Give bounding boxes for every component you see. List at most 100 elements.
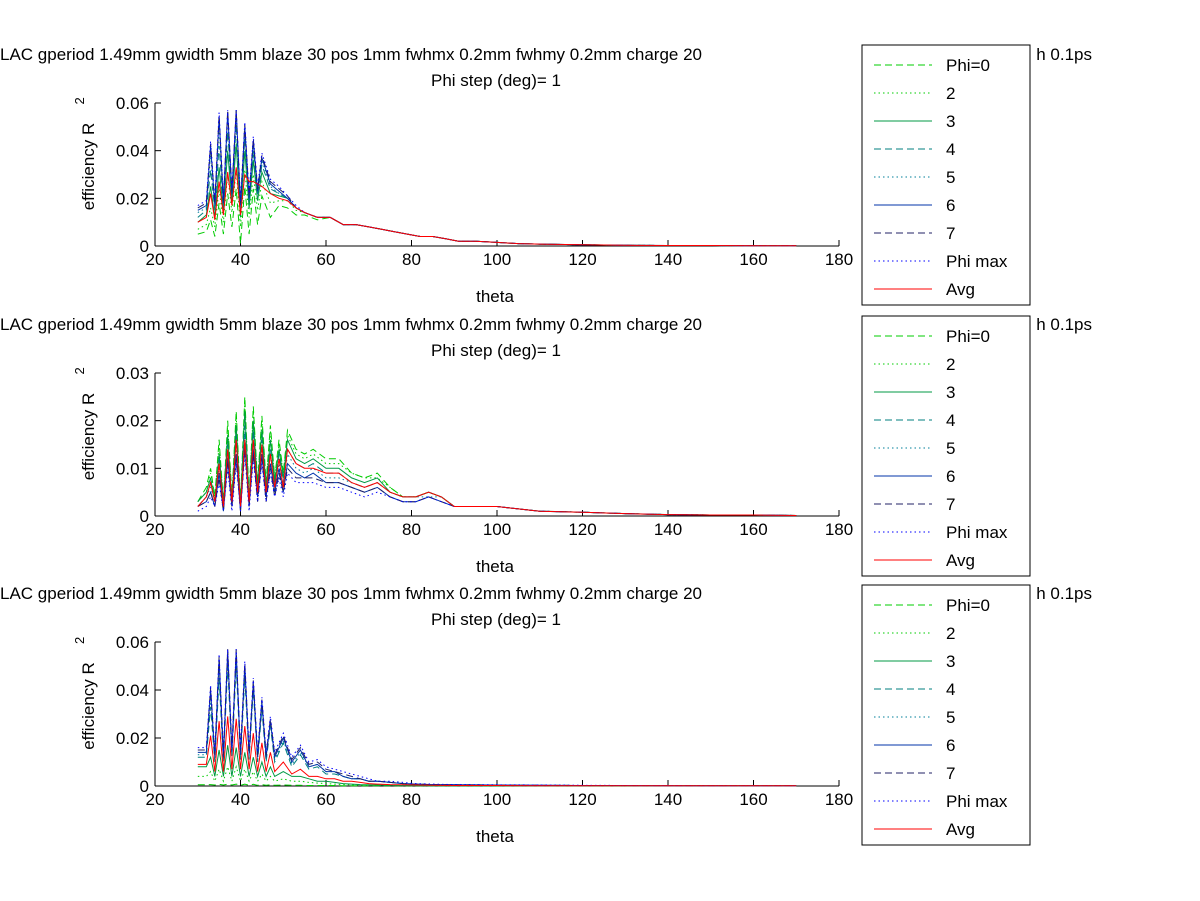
x-tick-label: 100 bbox=[483, 520, 511, 539]
legend-label: Phi=0 bbox=[946, 56, 990, 75]
x-tick-label: 20 bbox=[146, 790, 165, 809]
subplot-1: LAC gperiod 1.49mm gwidth 5mm blaze 30 p… bbox=[0, 44, 1092, 306]
legend-box bbox=[861, 315, 1031, 577]
y-tick-label: 0.03 bbox=[116, 364, 149, 383]
legend-label: 2 bbox=[946, 624, 955, 643]
subplots: LAC gperiod 1.49mm gwidth 5mm blaze 30 p… bbox=[0, 44, 1092, 846]
chart-title: LAC gperiod 1.49mm gwidth 5mm blaze 30 p… bbox=[0, 584, 702, 603]
legend-label: 7 bbox=[946, 764, 955, 783]
x-tick-label: 160 bbox=[739, 520, 767, 539]
y-tick-label: 0.04 bbox=[116, 681, 149, 700]
y-axis-label-superscript: 2 bbox=[72, 367, 87, 374]
legend-label: 2 bbox=[946, 355, 955, 374]
legend-label: 3 bbox=[946, 112, 955, 131]
subplot-2: LAC gperiod 1.49mm gwidth 5mm blaze 30 p… bbox=[0, 315, 1092, 577]
chart-subtitle: Phi step (deg)= 1 bbox=[431, 610, 561, 629]
legend-label: 5 bbox=[946, 168, 955, 187]
y-tick-label: 0.02 bbox=[116, 729, 149, 748]
legend-box bbox=[861, 584, 1031, 846]
y-tick-label: 0.04 bbox=[116, 142, 149, 161]
legend: Phi=0 2 3 4 5 6 7 Phi max Avg bbox=[861, 44, 1031, 306]
y-tick-label: 0.01 bbox=[116, 459, 149, 478]
chart-title-tail: h 0.1ps bbox=[1036, 315, 1092, 334]
legend-box bbox=[861, 44, 1031, 306]
y-tick-label: 0.02 bbox=[116, 412, 149, 431]
x-tick-label: 20 bbox=[146, 520, 165, 539]
chart-subtitle: Phi step (deg)= 1 bbox=[431, 341, 561, 360]
chart-title: LAC gperiod 1.49mm gwidth 5mm blaze 30 p… bbox=[0, 315, 702, 334]
legend-label: 3 bbox=[946, 652, 955, 671]
series-line-avg bbox=[197, 167, 797, 247]
x-tick-label: 80 bbox=[402, 250, 421, 269]
x-tick-label: 60 bbox=[317, 520, 336, 539]
legend: Phi=0 2 3 4 5 6 7 Phi max Avg bbox=[861, 584, 1031, 846]
legend-label: 4 bbox=[946, 411, 955, 430]
legend-label: 3 bbox=[946, 383, 955, 402]
x-tick-label: 180 bbox=[825, 790, 853, 809]
y-axis-label: efficiency R bbox=[79, 123, 98, 211]
chart-title: LAC gperiod 1.49mm gwidth 5mm blaze 30 p… bbox=[0, 45, 702, 64]
x-tick-label: 100 bbox=[483, 250, 511, 269]
y-tick-label: 0.02 bbox=[116, 189, 149, 208]
y-axis-label-superscript: 2 bbox=[72, 97, 87, 104]
x-tick-label: 120 bbox=[568, 790, 596, 809]
x-tick-label: 120 bbox=[568, 250, 596, 269]
x-tick-label: 100 bbox=[483, 790, 511, 809]
chart-title-tail: h 0.1ps bbox=[1036, 584, 1092, 603]
y-axis-label: efficiency R bbox=[79, 393, 98, 481]
legend-label: Avg bbox=[946, 280, 975, 299]
x-tick-label: 40 bbox=[231, 790, 250, 809]
y-tick-label: 0 bbox=[140, 777, 149, 796]
x-axis-label: theta bbox=[476, 827, 514, 846]
y-tick-label: 0.06 bbox=[116, 633, 149, 652]
x-axis-label: theta bbox=[476, 557, 514, 576]
x-tick-label: 160 bbox=[739, 790, 767, 809]
series-line-5 bbox=[197, 656, 797, 787]
chart-title-tail: h 0.1ps bbox=[1036, 45, 1092, 64]
series-line-avg bbox=[197, 716, 797, 787]
legend-label: 5 bbox=[946, 708, 955, 727]
y-tick-label: 0 bbox=[140, 237, 149, 256]
x-tick-label: 60 bbox=[317, 250, 336, 269]
legend-label: 2 bbox=[946, 84, 955, 103]
x-tick-label: 140 bbox=[654, 520, 682, 539]
x-axis-label: theta bbox=[476, 287, 514, 306]
series-line-phi-max bbox=[197, 649, 797, 787]
legend-label: Avg bbox=[946, 551, 975, 570]
x-tick-label: 80 bbox=[402, 520, 421, 539]
legend-label: 6 bbox=[946, 196, 955, 215]
legend-label: Avg bbox=[946, 820, 975, 839]
x-tick-label: 180 bbox=[825, 250, 853, 269]
x-tick-label: 140 bbox=[654, 790, 682, 809]
x-tick-label: 180 bbox=[825, 520, 853, 539]
x-tick-label: 40 bbox=[231, 520, 250, 539]
y-axis-label-superscript: 2 bbox=[72, 637, 87, 644]
series-line-2 bbox=[197, 169, 797, 247]
legend: Phi=0 2 3 4 5 6 7 Phi max Avg bbox=[861, 315, 1031, 577]
legend-label: Phi max bbox=[946, 792, 1008, 811]
legend-label: Phi max bbox=[946, 252, 1008, 271]
y-tick-label: 0.06 bbox=[116, 94, 149, 113]
x-tick-label: 120 bbox=[568, 520, 596, 539]
series-line-7 bbox=[197, 649, 797, 787]
legend-label: 6 bbox=[946, 467, 955, 486]
x-tick-label: 20 bbox=[146, 250, 165, 269]
legend-label: 7 bbox=[946, 495, 955, 514]
legend-label: Phi=0 bbox=[946, 327, 990, 346]
x-tick-label: 160 bbox=[739, 250, 767, 269]
legend-label: 4 bbox=[946, 140, 955, 159]
y-axis-label: efficiency R bbox=[79, 662, 98, 750]
legend-label: Phi max bbox=[946, 523, 1008, 542]
series-line-avg bbox=[197, 439, 797, 516]
legend-label: 5 bbox=[946, 439, 955, 458]
x-tick-label: 60 bbox=[317, 790, 336, 809]
subplot-3: LAC gperiod 1.49mm gwidth 5mm blaze 30 p… bbox=[0, 584, 1092, 846]
legend-label: Phi=0 bbox=[946, 596, 990, 615]
x-tick-label: 80 bbox=[402, 790, 421, 809]
legend-label: 4 bbox=[946, 680, 955, 699]
x-tick-label: 140 bbox=[654, 250, 682, 269]
legend-label: 7 bbox=[946, 224, 955, 243]
x-tick-label: 40 bbox=[231, 250, 250, 269]
y-tick-label: 0 bbox=[140, 507, 149, 526]
